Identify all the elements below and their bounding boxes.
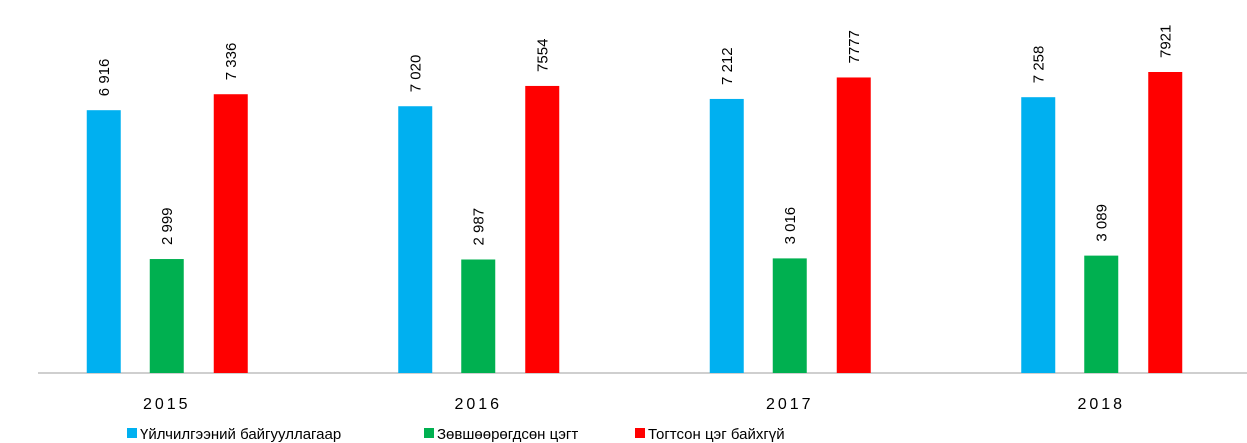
bar	[1021, 97, 1056, 374]
legend-label: Үйлчилгээний байгууллагаар	[140, 426, 341, 443]
legend-swatch	[424, 428, 434, 438]
x-tick-label: 2016	[454, 396, 502, 413]
data-label: 7777	[846, 30, 863, 63]
bar	[461, 259, 496, 373]
bar	[525, 85, 560, 373]
data-label: 7 212	[719, 47, 736, 85]
bar	[836, 77, 871, 373]
bar	[772, 258, 807, 373]
legend-label: Зөвшөөрөгдсөн цэгт	[437, 426, 578, 443]
legend-swatch	[127, 428, 137, 438]
bar	[86, 110, 121, 374]
bar	[1084, 255, 1119, 373]
data-label: 2 999	[159, 207, 176, 245]
data-label: 7921	[1157, 25, 1174, 58]
data-label: 7554	[534, 39, 551, 72]
data-label: 2 987	[470, 208, 487, 246]
data-label: 3 016	[782, 207, 799, 245]
bar	[149, 259, 184, 373]
bar	[709, 98, 744, 374]
data-label: 7 020	[407, 55, 424, 93]
data-label: 7 336	[223, 43, 240, 81]
data-label: 7 258	[1030, 46, 1047, 84]
bar	[213, 94, 248, 373]
bar	[1148, 72, 1183, 373]
bar	[398, 106, 433, 374]
data-label: 3 089	[1093, 204, 1110, 242]
x-tick-label: 2018	[1077, 396, 1125, 413]
x-tick-label: 2015	[143, 396, 191, 413]
data-label: 6 916	[96, 59, 113, 97]
legend-swatch	[635, 428, 645, 438]
legend-label: Тогтсон цэг байхгүй	[648, 426, 785, 443]
x-tick-label: 2017	[766, 396, 814, 413]
